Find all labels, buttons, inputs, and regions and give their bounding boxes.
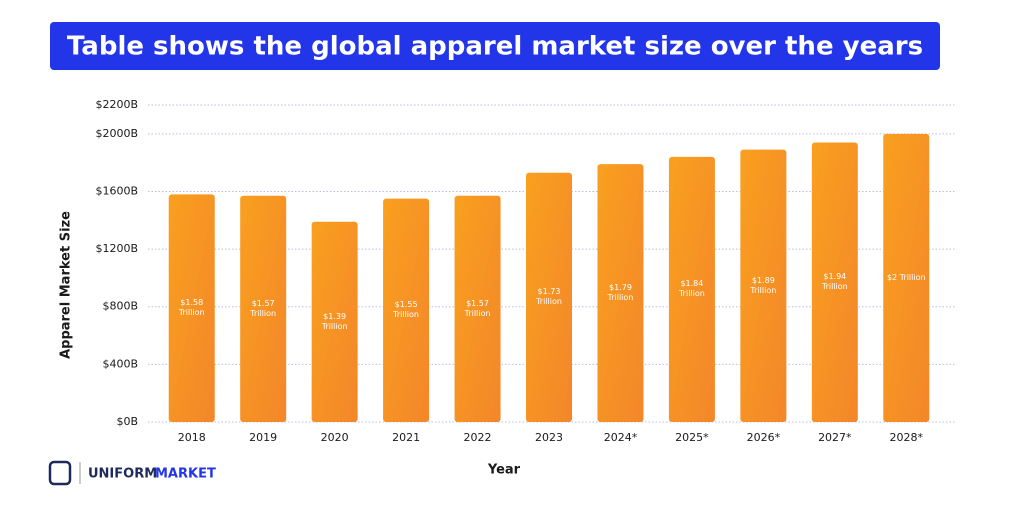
bar (668, 156, 715, 422)
x-axis-label: Year (487, 463, 521, 478)
value-label-box: $1.57 Trillion (464, 298, 491, 318)
value-label-box: $1.89 Trillion (750, 275, 777, 295)
bar (811, 142, 858, 423)
bar (311, 221, 358, 422)
bar (740, 149, 787, 422)
value-label: $1.39 Trillion (321, 311, 348, 331)
x-tick-label: 2025* (675, 431, 709, 444)
x-tick-label: 2024* (604, 431, 638, 444)
value-label-box: $1.73 Trillion (536, 287, 562, 307)
value-label-box: $1.58 Trillion (178, 298, 205, 318)
x-tick-label: 2022 (464, 431, 492, 444)
y-tick-label: $1200B (95, 242, 138, 255)
bar (883, 133, 930, 422)
x-tick-label: 2028* (890, 431, 924, 444)
value-label-box: $1.94 Trillion (821, 272, 848, 292)
value-label: $1.57 Trillion (250, 298, 277, 318)
chart-title: Table shows the global apparel market si… (67, 32, 923, 62)
y-tick-label: $800B (102, 300, 138, 313)
value-label: $1.55 Trillion (393, 300, 419, 320)
value-label: $1.94 Trillion (821, 272, 848, 292)
value-label-box: $1.84 Trillion (678, 279, 705, 299)
value-label-box: $1.79 Trillion (607, 283, 634, 303)
x-tick-label: 2020 (321, 431, 349, 444)
value-label-box: $2 Trillion (886, 272, 926, 282)
x-tick-label: 2023 (535, 431, 563, 444)
y-tick-label: $0B (116, 415, 138, 428)
x-tick-label: 2018 (178, 431, 206, 444)
y-tick-label: $2200B (95, 98, 138, 111)
value-label: $1.84 Trillion (678, 279, 705, 299)
y-tick-label: $2000B (95, 127, 138, 140)
value-label: $1.73 Trillion (536, 287, 562, 307)
value-label: $1.89 Trillion (750, 275, 777, 295)
value-label: $1.57 Trillion (464, 298, 491, 318)
bar (168, 194, 215, 422)
logo-icon (48, 460, 72, 486)
bar (383, 198, 430, 422)
bar (597, 164, 644, 422)
logo-text: UNIFORM (88, 467, 157, 482)
y-axis-label: Apparel Market Size (59, 211, 74, 359)
x-tick-label: 2027* (818, 431, 852, 444)
value-label-box: $1.55 Trillion (393, 300, 419, 320)
logo: UNIFORM MARKET (48, 460, 216, 486)
value-label-box: $1.39 Trillion (321, 311, 348, 331)
value-label: $2 Trillion (886, 272, 926, 282)
y-tick-label: $1600B (95, 184, 138, 197)
value-label: $1.58 Trillion (178, 298, 205, 318)
title-banner (50, 22, 940, 70)
bar (240, 195, 287, 422)
bar (454, 195, 501, 422)
x-tick-label: 2021 (392, 431, 420, 444)
logo-text: MARKET (155, 467, 216, 482)
value-label-box: $1.57 Trillion (250, 298, 277, 318)
x-tick-label: 2019 (249, 431, 277, 444)
y-tick-label: $400B (102, 357, 138, 370)
bar (526, 172, 572, 422)
x-tick-label: 2026* (747, 431, 781, 444)
value-label: $1.79 Trillion (607, 283, 634, 303)
